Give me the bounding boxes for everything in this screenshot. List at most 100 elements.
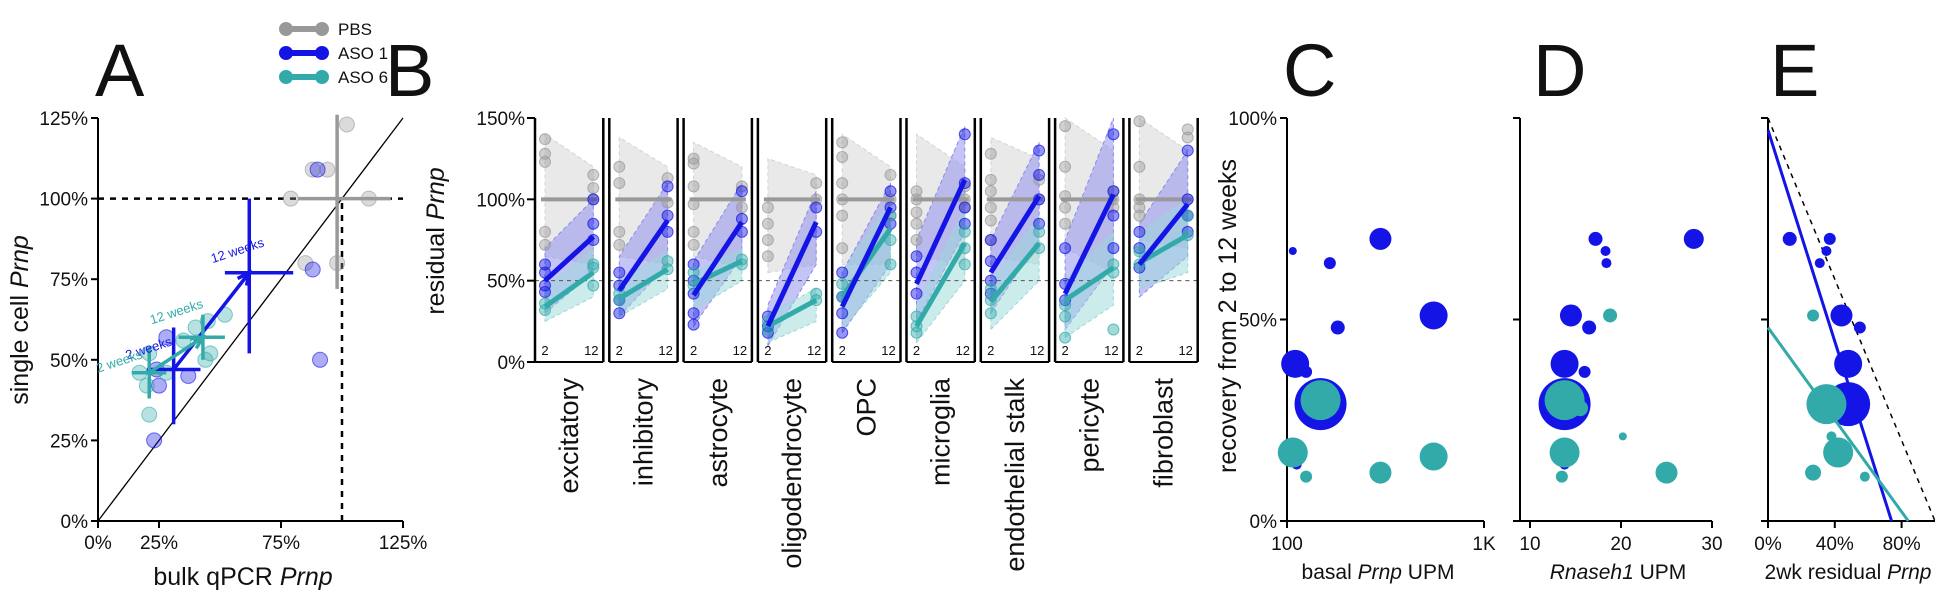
bubble: [1323, 257, 1336, 270]
data-point: [836, 326, 849, 339]
data-point: [539, 258, 551, 271]
aso1-mean-line: [914, 178, 968, 285]
bubble: [1826, 431, 1837, 442]
legend-item-aso1: ASO 1: [279, 44, 388, 63]
category-label: pericyte: [1074, 378, 1104, 473]
legend: PBS ASO 1 ASO 6: [279, 20, 388, 87]
x-tick-label: 2: [1136, 343, 1143, 358]
aso6-band: [693, 247, 743, 311]
bubble: [1330, 320, 1345, 335]
data-point: [984, 307, 997, 320]
data-point: [1059, 299, 1072, 312]
panel-e-plot: 0% 40% 80%: [1754, 117, 1936, 555]
legend-label-aso1: ASO 1: [338, 44, 388, 63]
data-point: [539, 147, 551, 160]
bubble: [1582, 320, 1597, 335]
aso1-mean-line: [691, 220, 744, 297]
data-point: [687, 258, 700, 271]
data-point: [1059, 190, 1072, 203]
x-tick-label: 2: [1061, 343, 1068, 358]
bubble: [1600, 245, 1611, 256]
panel-letter-a: A: [95, 29, 145, 112]
bubble: [1555, 470, 1568, 483]
reference-line: [1767, 117, 1936, 522]
data-point: [687, 180, 700, 193]
data-point: [613, 160, 626, 173]
data-point: [613, 225, 626, 238]
x-tick-label: 20: [1610, 534, 1631, 555]
data-point: [141, 406, 158, 423]
aso6-mean-line: [543, 270, 595, 309]
aso1-mean-line: [988, 194, 1042, 274]
bubble: [1300, 380, 1341, 421]
data-point: [1181, 193, 1194, 206]
bubble: [1300, 365, 1313, 378]
bubble: [1369, 461, 1392, 484]
fit-line: [1766, 326, 1910, 522]
y-tick-label: 50%: [487, 272, 525, 293]
data-point: [338, 116, 355, 133]
bubble: [1578, 365, 1591, 378]
data-point: [309, 161, 326, 178]
bubble: [1559, 304, 1582, 327]
data-point: [587, 261, 600, 274]
bubble: [1300, 470, 1313, 483]
data-point: [661, 180, 674, 193]
data-point: [687, 307, 700, 320]
data-point: [687, 318, 700, 331]
panel-b-ylabel: residual Prnp: [422, 167, 450, 314]
data-point: [1181, 144, 1194, 157]
data-point: [1133, 160, 1146, 173]
data-point: [984, 147, 997, 160]
panel-d-xlabel: Rnaseh1 UPM: [1550, 561, 1687, 584]
data-point: [984, 234, 997, 246]
data-point: [884, 258, 897, 271]
bubble: [1419, 442, 1448, 471]
panel-d-plot: 10 20 30: [1513, 117, 1723, 555]
data-point: [587, 181, 600, 194]
bubble: [1814, 258, 1825, 269]
y-tick-label: 75%: [50, 270, 88, 291]
aso1-mean-line: [839, 206, 893, 308]
data-point: [884, 168, 897, 181]
annotation-label: 12 weeks: [209, 235, 266, 266]
bubble: [1288, 246, 1297, 255]
data-point: [984, 201, 997, 214]
data-point: [1133, 242, 1146, 255]
category-label: microglia: [926, 377, 956, 486]
category-label: fibroblast: [1149, 378, 1179, 488]
x-tick-label: 2: [987, 343, 994, 358]
arrow-head: [189, 335, 207, 350]
x-tick-label: 0%: [1754, 534, 1782, 555]
panel-letter-b: B: [385, 29, 434, 112]
bubble: [1601, 258, 1612, 269]
data-point: [1033, 144, 1046, 157]
data-point: [1133, 209, 1146, 222]
panel-a-plot: 0% 25% 75% 125%0%25%50%75%100%125%12 weeks1…: [39, 109, 427, 554]
data-point: [151, 377, 167, 394]
x-tick-label: 12: [584, 343, 598, 358]
x-tick-label: 2: [913, 343, 920, 358]
data-point: [910, 326, 923, 339]
data-point: [1181, 123, 1194, 136]
data-point: [1107, 242, 1120, 255]
panel-a-xlabel: bulk qPCR Prnp: [153, 563, 332, 591]
data-point: [958, 201, 971, 214]
data-point: [1133, 115, 1146, 128]
panel-c-ylabel: recovery from 2 to 12 weeks: [1214, 159, 1242, 473]
data-point: [836, 307, 849, 320]
x-tick-label: 2: [616, 343, 623, 358]
y-tick-label: 100%: [39, 190, 88, 211]
aso1-mean-line: [1062, 193, 1116, 295]
data-point: [836, 193, 849, 206]
shift-arrow: [148, 335, 204, 375]
bubble: [1683, 228, 1704, 249]
data-point: [1033, 173, 1046, 186]
category-label: excitatory: [554, 378, 584, 494]
data-point: [587, 279, 600, 292]
data-point: [836, 277, 849, 290]
y-tick-label: 125%: [39, 109, 88, 130]
data-point: [1181, 209, 1194, 222]
data-point: [146, 432, 163, 449]
data-point: [810, 177, 823, 190]
